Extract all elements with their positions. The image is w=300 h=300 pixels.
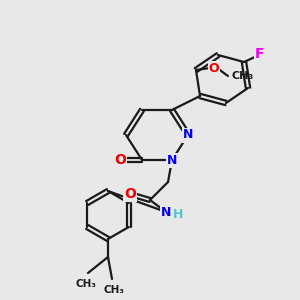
Text: CH₃: CH₃ [232, 71, 254, 81]
Text: CH₃: CH₃ [103, 285, 124, 295]
Text: O: O [124, 187, 136, 201]
Text: F: F [255, 47, 265, 61]
Text: N: N [183, 128, 193, 142]
Text: N: N [167, 154, 177, 166]
Text: O: O [114, 153, 126, 167]
Text: N: N [161, 206, 171, 218]
Text: O: O [209, 61, 219, 74]
Text: H: H [173, 208, 183, 220]
Text: CH₃: CH₃ [76, 279, 97, 289]
